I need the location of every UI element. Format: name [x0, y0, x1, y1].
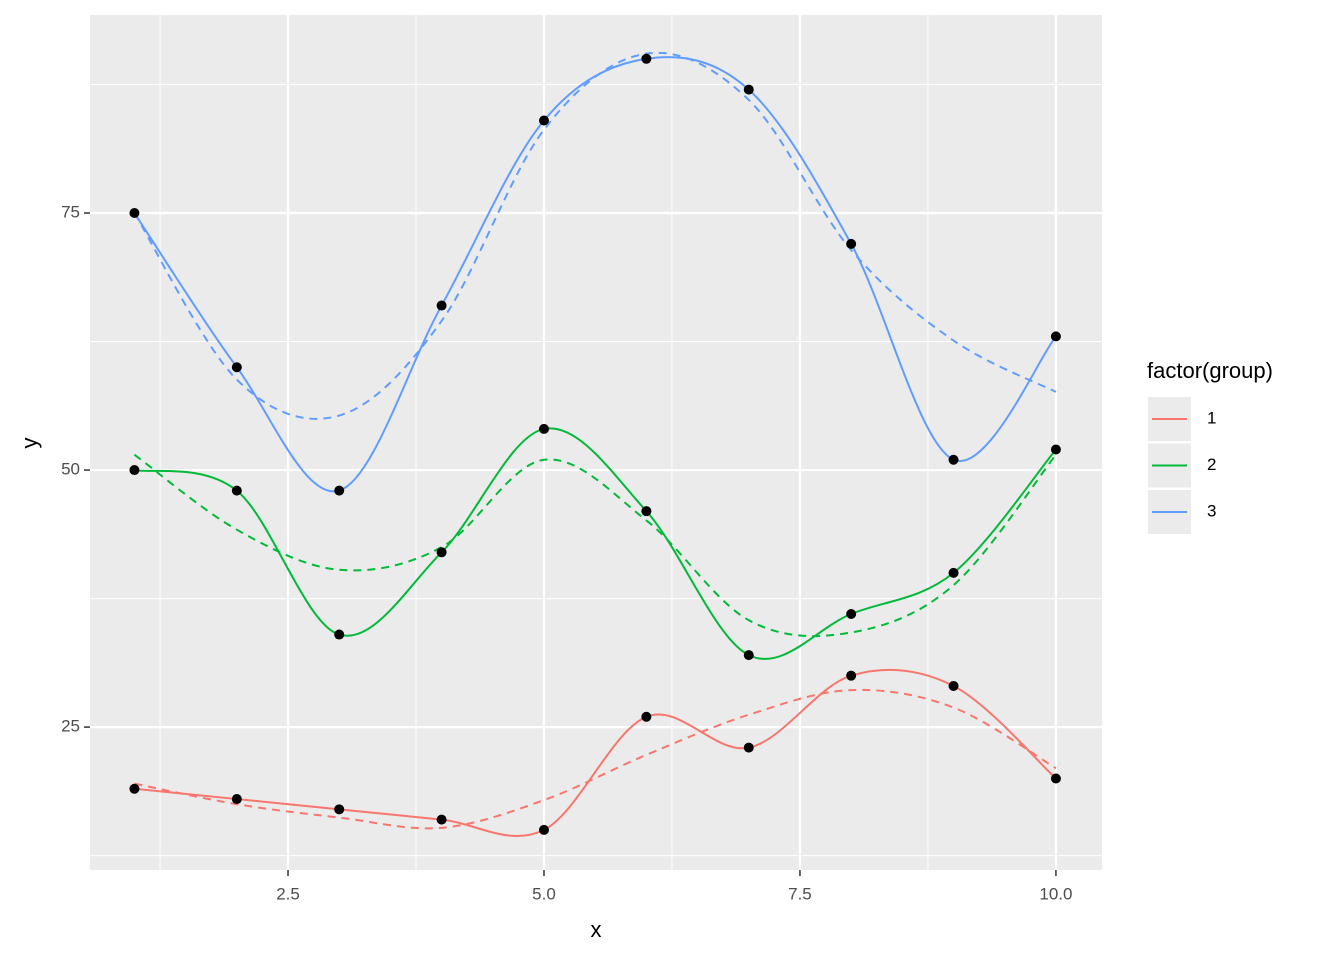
point [641, 506, 652, 517]
smooth-line [133, 453, 1057, 638]
legend-title: factor(group) [1147, 358, 1273, 383]
point [436, 814, 447, 825]
panel [90, 15, 1102, 870]
point [1050, 331, 1061, 342]
point [231, 794, 242, 805]
y-tick-label: 25 [61, 717, 80, 736]
point [641, 711, 652, 722]
legend-label: 3 [1207, 501, 1216, 520]
point [538, 423, 549, 434]
point [436, 300, 447, 311]
point [846, 238, 857, 249]
legend-label: 1 [1207, 408, 1216, 427]
point [231, 485, 242, 496]
point [1050, 773, 1061, 784]
point [334, 804, 345, 815]
legend-label: 2 [1207, 455, 1216, 474]
point [129, 208, 140, 219]
smooth-line [134, 688, 1057, 830]
point [129, 465, 140, 476]
y-tick-label: 75 [61, 203, 80, 222]
x-tick-label: 7.5 [788, 884, 812, 903]
point [846, 608, 857, 619]
point [334, 485, 345, 496]
point [334, 629, 345, 640]
y-axis-title: y [17, 438, 42, 449]
smooth-line [133, 51, 1057, 420]
point [743, 84, 754, 95]
point [743, 650, 754, 661]
x-tick-label: 5.0 [532, 884, 556, 903]
point [538, 115, 549, 126]
x-axis-title: x [591, 917, 602, 942]
line [134, 427, 1057, 660]
point [436, 547, 447, 558]
point [1050, 444, 1061, 455]
point [538, 824, 549, 835]
point [743, 742, 754, 753]
x-tick-label: 2.5 [276, 884, 300, 903]
point [129, 783, 140, 794]
x-tick-label: 10.0 [1039, 884, 1072, 903]
point [641, 53, 652, 64]
line [134, 668, 1057, 837]
point [948, 454, 959, 465]
line [133, 56, 1057, 493]
point [231, 362, 242, 373]
point [948, 567, 959, 578]
point [846, 670, 857, 681]
y-tick-label: 50 [61, 460, 80, 479]
point [948, 680, 959, 691]
